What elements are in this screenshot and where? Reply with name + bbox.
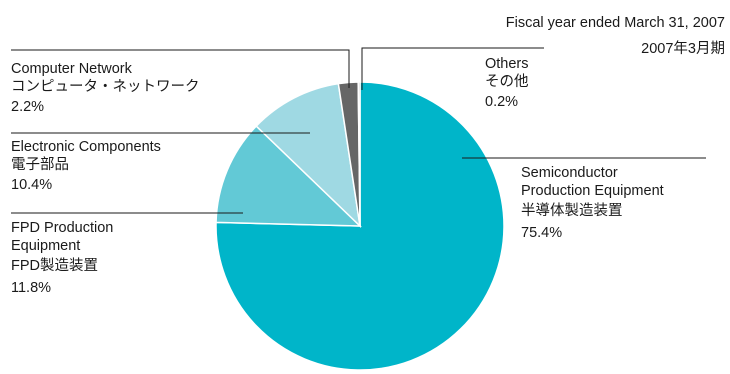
label-others-en: Others <box>485 56 529 72</box>
label-semiconductor-en2: Production Equipment <box>521 183 664 199</box>
leader-others <box>361 47 544 90</box>
pie-slices <box>215 81 505 371</box>
label-computer-network-ja: コンピュータ・ネットワーク <box>11 79 200 95</box>
slice-others <box>357 81 361 227</box>
label-electronic-components-ja: 電子部品 <box>11 157 69 173</box>
label-semiconductor-en: Semiconductor <box>521 165 618 181</box>
label-others-ja: その他 <box>485 74 529 90</box>
label-fpd-value: 11.8% <box>11 280 52 296</box>
label-electronic-components-value: 10.4% <box>11 177 53 193</box>
label-fpd-ja: FPD製造装置 <box>11 258 98 274</box>
label-computer-network-en: Computer Network <box>11 61 132 77</box>
label-semiconductor-ja: 半導体製造装置 <box>521 203 623 219</box>
slice-electronic-components <box>255 82 362 229</box>
period-en: Fiscal year ended March 31, 2007 <box>505 15 725 31</box>
slice-fpd <box>215 125 362 227</box>
leader-computer-network <box>11 49 350 88</box>
label-computer-network-value: 2.2% <box>11 99 45 115</box>
label-others-value: 0.2% <box>485 94 519 110</box>
label-electronic-components-en: Electronic Components <box>11 139 161 155</box>
label-semiconductor-value: 75.4% <box>521 225 563 241</box>
leader-lines <box>11 47 706 214</box>
label-fpd-en: FPD Production <box>11 220 114 236</box>
period-ja: 2007年3月期 <box>641 41 725 57</box>
label-fpd-en2: Equipment <box>11 238 81 254</box>
